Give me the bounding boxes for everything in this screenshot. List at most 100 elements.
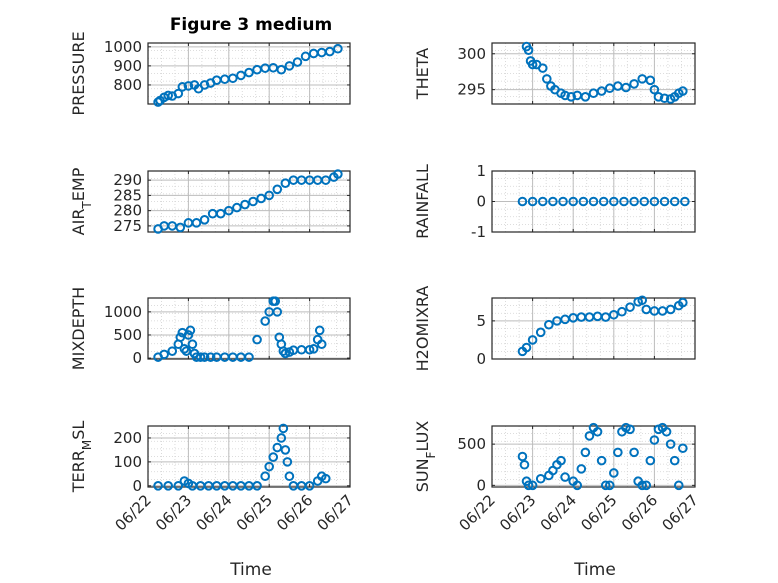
data-point xyxy=(272,307,283,317)
x-tick-label: 06/26 xyxy=(618,491,661,534)
y-tick-label: 100 xyxy=(113,453,142,471)
data-point xyxy=(268,452,279,462)
y-tick-label: 295 xyxy=(457,81,486,99)
x-tick-label: 06/27 xyxy=(314,491,357,534)
data-point xyxy=(163,481,173,491)
data-point xyxy=(669,196,680,207)
data-point xyxy=(280,178,291,188)
data-point xyxy=(600,480,611,491)
data-point xyxy=(659,93,670,104)
data-point xyxy=(175,222,186,233)
data-point xyxy=(175,332,186,343)
data-point xyxy=(584,431,595,441)
data-point xyxy=(215,208,226,219)
data-point xyxy=(167,346,178,356)
data-point xyxy=(609,196,619,207)
data-point xyxy=(320,473,331,484)
x-tick-label: 06/25 xyxy=(233,491,276,534)
data-point xyxy=(596,455,607,466)
data-point xyxy=(195,352,206,362)
y-tick-label: 280 xyxy=(113,202,142,220)
data-point xyxy=(272,442,283,453)
data-point xyxy=(560,90,570,101)
data-point xyxy=(537,63,548,73)
data-point xyxy=(248,196,258,207)
data-point xyxy=(665,304,676,315)
data-point xyxy=(639,196,650,207)
data-point xyxy=(621,82,631,93)
data-point xyxy=(183,81,194,91)
y-tick-label: 1000 xyxy=(104,303,142,321)
data-point xyxy=(264,190,275,201)
data-point xyxy=(544,319,554,330)
data-point xyxy=(260,316,270,326)
data-point xyxy=(308,344,319,354)
data-point xyxy=(580,447,591,458)
y-axis-label: PRESSURE xyxy=(69,31,88,115)
data-point xyxy=(179,344,190,354)
y-axis-label: TERRMSL xyxy=(69,421,94,494)
data-point xyxy=(625,424,635,435)
data-point xyxy=(560,472,570,482)
data-point xyxy=(153,481,163,491)
data-point xyxy=(558,196,568,207)
y-tick-label: 500 xyxy=(113,326,142,344)
subplot-theta: 295 300 THETA xyxy=(413,41,696,105)
data-point xyxy=(580,92,591,102)
data-point xyxy=(653,92,664,102)
x-tick-label: 06/23 xyxy=(496,491,539,534)
data-point xyxy=(252,334,262,345)
y-tick-label: 900 xyxy=(113,57,142,75)
data-point xyxy=(535,473,546,484)
data-point xyxy=(173,88,184,99)
data-point xyxy=(629,79,639,89)
data-point xyxy=(556,455,566,466)
data-point xyxy=(316,339,327,350)
y-axis-label: AIRTEMP xyxy=(69,167,94,235)
y-axis-label: SUNFLUX xyxy=(413,421,438,493)
data-point xyxy=(637,295,648,306)
data-point xyxy=(523,45,534,55)
data-point xyxy=(604,83,615,94)
data-point xyxy=(276,64,287,75)
data-point xyxy=(260,471,270,482)
data-point xyxy=(278,346,289,356)
data-point xyxy=(629,196,639,207)
data-point xyxy=(600,312,611,322)
data-point xyxy=(173,481,184,491)
data-point xyxy=(272,184,283,195)
axes-box xyxy=(491,425,696,488)
axes-box xyxy=(491,297,696,360)
data-point xyxy=(613,447,623,458)
data-point xyxy=(527,480,538,491)
x-axis-label-right: Time xyxy=(573,560,616,580)
y-tick-label: 1 xyxy=(476,162,486,180)
x-axis-label-left: Time xyxy=(229,560,272,580)
data-point xyxy=(680,196,690,207)
data-point xyxy=(678,86,688,96)
data-point xyxy=(252,481,262,491)
data-point xyxy=(649,84,660,95)
data-point xyxy=(649,435,660,445)
data-point xyxy=(645,455,656,466)
y-axis-label: H2OMIXRA xyxy=(413,286,432,372)
data-point xyxy=(588,196,599,207)
data-point xyxy=(609,309,619,320)
data-point xyxy=(232,202,242,213)
data-point xyxy=(333,43,343,54)
data-point xyxy=(527,196,538,207)
data-point xyxy=(320,175,331,185)
data-point xyxy=(637,480,648,491)
data-point xyxy=(314,325,325,336)
data-point xyxy=(566,92,576,102)
data-point xyxy=(191,218,202,228)
subplot-mixdepth: 0 500 1000 MIXDEPTH xyxy=(69,287,351,370)
y-tick-label: 0 xyxy=(476,193,486,211)
y-axis-label: THETA xyxy=(413,48,432,100)
y-tick-label: -1 xyxy=(471,223,486,241)
data-point xyxy=(199,215,210,225)
data-point xyxy=(183,330,194,340)
